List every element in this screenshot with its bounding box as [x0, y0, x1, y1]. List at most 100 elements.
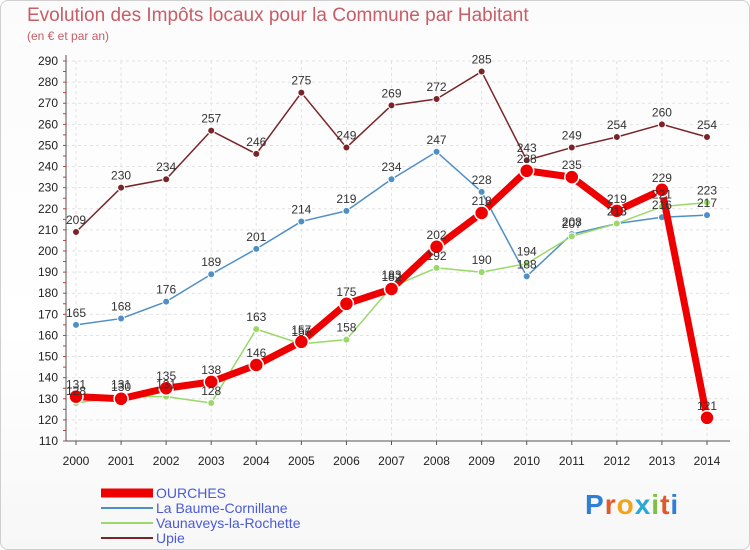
x-tick-label: 2008: [423, 454, 450, 468]
x-tick-label: 2004: [243, 454, 270, 468]
point-la-baume-cornillane: [522, 272, 531, 281]
y-tick-label: 160: [38, 328, 58, 342]
data-label-ourches: 202: [427, 228, 447, 242]
data-label-ourches: 138: [201, 363, 221, 377]
legend-label-upie: Upie: [156, 530, 185, 546]
data-label-upie: 269: [381, 86, 401, 100]
data-label-la-baume-cornillane: 234: [381, 160, 401, 174]
y-tick-label: 220: [38, 202, 58, 216]
data-label-la-baume-cornillane: 176: [156, 283, 176, 297]
data-label-la-baume-cornillane: 168: [111, 300, 131, 314]
data-label-vaunaveys-la-rochette: 128: [201, 384, 221, 398]
x-tick-label: 2003: [198, 454, 225, 468]
x-tick-label: 2010: [513, 454, 540, 468]
point-upie: [252, 149, 261, 158]
x-tick-label: 2014: [694, 454, 721, 468]
point-vaunaveys-la-rochette: [612, 219, 621, 228]
y-tick-label: 190: [38, 265, 58, 279]
data-label-vaunaveys-la-rochette: 131: [156, 378, 176, 392]
data-label-upie: 230: [111, 169, 131, 183]
point-la-baume-cornillane: [72, 320, 80, 329]
point-vaunaveys-la-rochette: [342, 335, 351, 344]
y-tick-label: 110: [39, 434, 58, 448]
data-label-ourches: 218: [472, 194, 492, 208]
chart-subtitle: (en € et par an): [27, 29, 110, 43]
data-label-upie: 254: [697, 118, 717, 132]
point-la-baume-cornillane: [297, 217, 306, 226]
data-label-ourches: 219: [607, 192, 627, 206]
data-label-ourches: 131: [66, 378, 86, 392]
y-tick-label: 200: [38, 244, 58, 258]
x-tick-label: 2005: [288, 454, 315, 468]
x-tick-label: 2006: [333, 454, 360, 468]
point-la-baume-cornillane: [342, 206, 351, 215]
point-ourches: [609, 203, 625, 219]
point-upie: [477, 67, 486, 76]
data-label-vaunaveys-la-rochette: 223: [697, 183, 717, 197]
data-label-ourches: 235: [562, 158, 582, 172]
point-ourches: [68, 388, 84, 405]
y-tick-label: 120: [38, 413, 58, 427]
data-label-la-baume-cornillane: 219: [336, 192, 356, 206]
point-upie: [72, 228, 80, 236]
data-label-upie: 285: [472, 53, 492, 67]
data-label-ourches: 135: [156, 369, 176, 383]
x-tick-label: 2002: [153, 454, 180, 468]
data-label-upie: 254: [607, 118, 627, 132]
data-label-upie: 272: [427, 80, 447, 94]
data-label-la-baume-cornillane: 189: [201, 255, 221, 269]
x-tick-label: 2000: [63, 454, 90, 468]
x-tick-label: 2001: [108, 454, 135, 468]
point-la-baume-cornillane: [162, 297, 171, 306]
logo-letter: x: [634, 489, 652, 520]
logo-letter: i: [670, 489, 680, 520]
point-la-baume-cornillane: [703, 211, 711, 220]
point-upie: [297, 88, 306, 97]
data-label-la-baume-cornillane: 165: [66, 306, 86, 320]
legend-label-la-baume-cornillane: La Baume-Cornillane: [156, 500, 288, 516]
point-vaunaveys-la-rochette: [432, 263, 441, 272]
data-label-vaunaveys-la-rochette: 158: [336, 321, 356, 335]
logo-letter: t: [660, 489, 671, 520]
y-tick-label: 180: [38, 286, 58, 300]
data-label-ourches: 238: [517, 152, 537, 166]
y-tick-label: 250: [38, 138, 58, 152]
data-label-la-baume-cornillane: 201: [246, 230, 266, 244]
data-label-vaunaveys-la-rochette: 156: [291, 325, 311, 339]
point-vaunaveys-la-rochette: [477, 268, 486, 277]
x-tick-label: 2012: [604, 454, 631, 468]
chart-title: Evolution des Impôts locaux pour la Comm…: [27, 5, 529, 26]
point-ourches: [654, 182, 670, 198]
point-vaunaveys-la-rochette: [567, 232, 576, 241]
y-axis: 110 120 130 140 150 160 170 180 190 200 210 220 230 2…: [38, 54, 67, 448]
legend-label-ourches: OURCHES: [156, 485, 226, 501]
x-tick-label: 2011: [559, 454, 585, 468]
y-tick-label: 150: [38, 350, 58, 364]
point-ourches: [203, 374, 219, 390]
point-upie: [387, 101, 396, 110]
point-ourches: [338, 296, 355, 312]
point-la-baume-cornillane: [207, 270, 216, 279]
data-label-vaunaveys-la-rochette: 183: [381, 268, 401, 282]
logo-letter: r: [604, 489, 617, 520]
logo-letter: P: [585, 489, 605, 520]
data-label-upie: 260: [652, 105, 672, 119]
point-upie: [567, 143, 576, 152]
x-axis: 2000 2001 2002 2003 2004 2005 2006 2007 2008 2009…: [63, 440, 730, 468]
y-tick-label: 290: [38, 54, 58, 68]
point-vaunaveys-la-rochette: [522, 259, 531, 268]
data-label-la-baume-cornillane: 188: [517, 257, 537, 271]
data-label-upie: 257: [201, 112, 221, 126]
data-label-ourches: 130: [111, 380, 131, 394]
point-la-baume-cornillane: [117, 314, 126, 323]
y-tick-label: 130: [38, 392, 58, 406]
data-label-vaunaveys-la-rochette: 131: [111, 378, 131, 392]
data-label-vaunaveys-la-rochette: 192: [427, 249, 447, 263]
y-tick-label: 170: [38, 307, 58, 321]
data-label-upie: 275: [291, 74, 311, 88]
point-ourches: [293, 334, 310, 350]
data-label-vaunaveys-la-rochette: 163: [246, 310, 266, 324]
